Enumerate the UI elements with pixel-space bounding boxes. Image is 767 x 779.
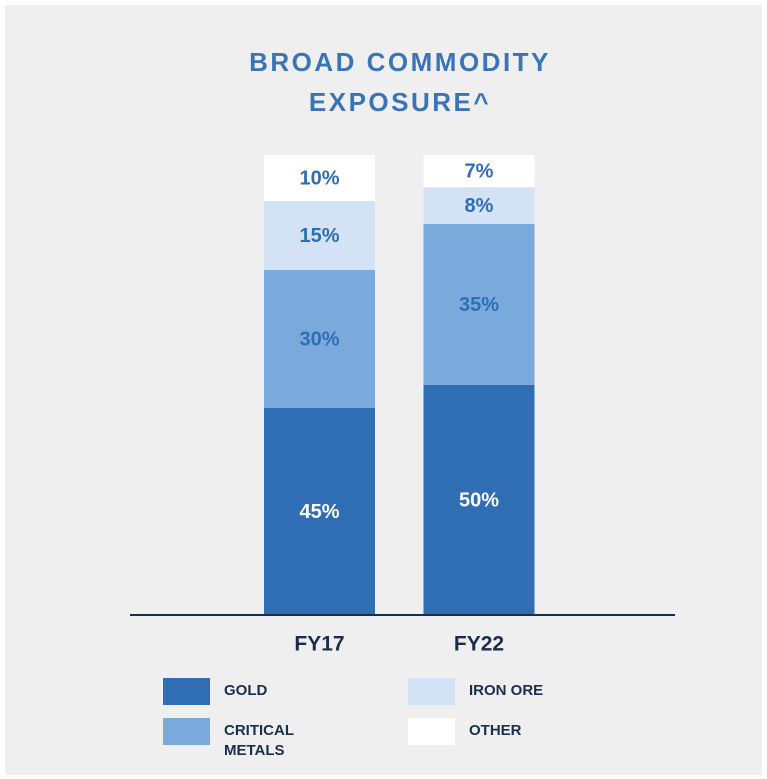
legend-swatch bbox=[163, 718, 210, 745]
legend-label: GOLD bbox=[224, 682, 268, 699]
legend-item: IRON ORE bbox=[408, 678, 579, 705]
bar-segment bbox=[423, 155, 535, 188]
panel bbox=[5, 5, 762, 775]
bar-segment bbox=[423, 385, 535, 615]
value-label: 15% bbox=[299, 225, 339, 247]
legend-item: CRITICAL METALS bbox=[163, 718, 334, 761]
x-tick-label: FY17 bbox=[294, 633, 344, 656]
bar-segment bbox=[423, 187, 535, 224]
legend-swatch bbox=[163, 678, 210, 705]
value-label: 10% bbox=[299, 167, 339, 189]
value-label: 7% bbox=[465, 160, 494, 182]
bar-segment bbox=[264, 201, 375, 270]
bar-segment bbox=[264, 408, 375, 615]
legend-label: IRON ORE bbox=[469, 682, 544, 699]
legend-label: CRITICAL METALS bbox=[224, 722, 294, 759]
bar-segment bbox=[423, 224, 535, 385]
legend-swatch bbox=[408, 678, 455, 705]
value-label: 35% bbox=[459, 294, 499, 316]
bar-segment bbox=[264, 270, 375, 408]
legend-item: GOLD bbox=[163, 678, 334, 705]
value-label: 45% bbox=[299, 501, 339, 523]
x-tick-label: FY22 bbox=[454, 633, 504, 656]
bar-segment bbox=[264, 155, 375, 201]
legend-label: OTHER bbox=[469, 722, 522, 739]
chart-title: BROAD COMMODITY EXPOSURE^ bbox=[249, 47, 551, 117]
value-label: 50% bbox=[459, 489, 499, 511]
legend-item: OTHER bbox=[408, 718, 579, 745]
legend-swatch bbox=[408, 718, 455, 745]
value-label: 8% bbox=[465, 195, 494, 217]
value-label: 30% bbox=[299, 328, 339, 350]
